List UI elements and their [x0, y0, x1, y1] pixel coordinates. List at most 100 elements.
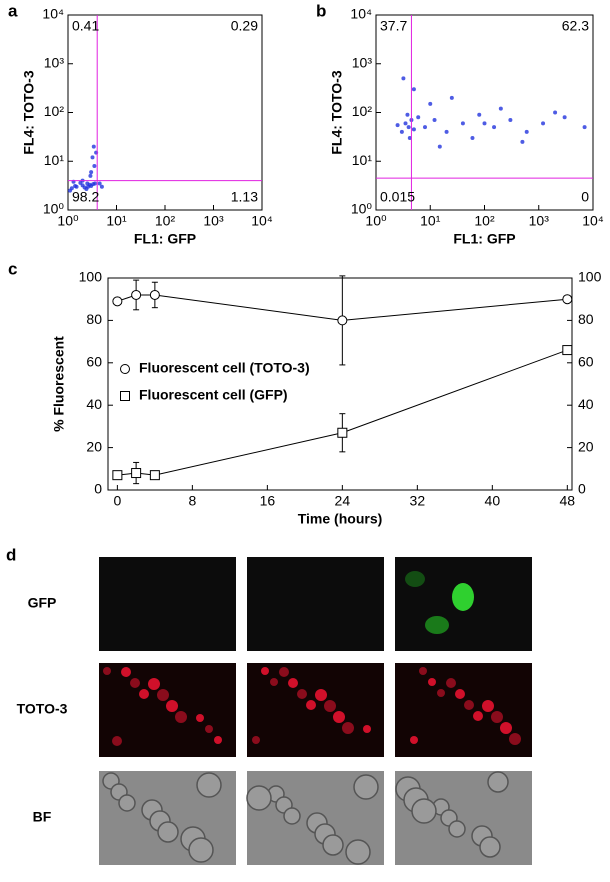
marker-circle: [131, 289, 142, 300]
event-dot: [395, 123, 400, 128]
event-dot: [89, 170, 94, 175]
event-dot: [416, 115, 421, 120]
row-label: TOTO-3: [17, 701, 68, 717]
x-tick-label: 10⁰: [365, 213, 387, 229]
y-axis-label: % Fluorescent: [51, 336, 67, 432]
gfp-cell: [405, 571, 425, 587]
event-dot: [492, 125, 497, 130]
bf-cell: [157, 821, 179, 843]
x-tick-label: 10²: [474, 213, 495, 229]
x-tick-label: 32: [410, 493, 426, 509]
event-dot: [84, 186, 89, 191]
event-dot: [582, 125, 587, 130]
event-dot: [498, 106, 503, 111]
x-tick-label: 40: [485, 493, 501, 509]
toto-cell: [491, 711, 503, 723]
x-tick-label: 8: [188, 493, 196, 509]
event-dot: [432, 118, 437, 123]
event-dot: [407, 135, 412, 140]
toto-cell: [205, 725, 213, 733]
y2-tick-label: 60: [578, 354, 594, 370]
event-dot: [553, 110, 558, 115]
quadrant-percent: 98.2: [72, 189, 99, 205]
event-dot: [403, 121, 408, 126]
x-tick-label: 10²: [155, 213, 176, 229]
x-tick-label: 10¹: [420, 213, 441, 229]
event-dot: [411, 127, 416, 132]
y-tick-label: 20: [86, 438, 102, 454]
x-tick-label: 16: [260, 493, 276, 509]
y-tick-label: 40: [86, 396, 102, 412]
event-dot: [541, 121, 546, 126]
bf-cell: [196, 772, 222, 798]
event-dot: [92, 163, 97, 168]
panel-label: a: [8, 1, 18, 20]
toto-cell: [139, 689, 149, 699]
plot-frame: [107, 277, 573, 491]
bf-cell: [188, 837, 214, 863]
event-dot: [99, 184, 104, 189]
bf-cell: [246, 785, 272, 811]
legend-label: Fluorescent cell (GFP): [139, 387, 288, 403]
event-dot: [477, 112, 482, 117]
y-tick-label: 100: [79, 269, 103, 285]
panel-label: c: [8, 259, 17, 278]
event-dot: [524, 129, 529, 134]
bf-cell: [118, 794, 136, 812]
x-tick-label: 48: [560, 493, 576, 509]
x-tick-label: 10⁰: [57, 213, 79, 229]
toto-cell: [363, 725, 371, 733]
toto-cell: [324, 700, 336, 712]
y-tick-label: 60: [86, 354, 102, 370]
toto-cell: [270, 678, 278, 686]
panel-label: d: [6, 545, 16, 564]
gfp-cell: [425, 616, 449, 634]
toto-cell: [166, 700, 178, 712]
y-tick-label: 10⁰: [351, 201, 373, 217]
bf-cell: [353, 774, 379, 800]
y-tick-label: 10³: [352, 54, 373, 70]
toto-cell: [157, 689, 169, 701]
quadrant-percent: 62.3: [562, 18, 589, 34]
toto-cell: [428, 678, 436, 686]
event-dot: [437, 144, 442, 149]
toto-cell: [315, 689, 327, 701]
y2-tick-label: 0: [578, 481, 586, 497]
quadrant-percent: 0.41: [72, 18, 99, 34]
toto-cell: [214, 736, 222, 744]
event-dot: [97, 181, 102, 186]
event-dot: [444, 129, 449, 134]
toto-cell: [455, 689, 465, 699]
event-dot: [422, 125, 427, 130]
bf-cell: [283, 807, 301, 825]
event-dot: [406, 125, 411, 130]
event-dot: [68, 188, 73, 193]
toto-cell: [437, 689, 445, 697]
toto-cell: [148, 678, 160, 690]
event-dot: [449, 95, 454, 100]
y-tick-label: 10¹: [44, 152, 65, 168]
micrograph: [247, 557, 384, 651]
toto-cell: [306, 700, 316, 710]
y-tick-label: 10⁰: [43, 201, 65, 217]
event-dot: [91, 144, 96, 149]
event-dot: [73, 184, 78, 189]
x-tick-label: 10¹: [106, 213, 127, 229]
marker-circle: [337, 315, 348, 326]
marker-square: [337, 427, 348, 438]
bf-cell: [448, 820, 466, 838]
marker-square: [131, 468, 142, 479]
event-dot: [460, 121, 465, 126]
bf-cell: [479, 836, 501, 858]
event-dot: [428, 101, 433, 106]
quadrant-percent: 0: [581, 189, 589, 205]
x-axis-label: FL1: GFP: [134, 231, 196, 247]
bf-cell: [487, 771, 509, 793]
micrograph: [99, 557, 236, 651]
x-axis-label: FL1: GFP: [453, 231, 515, 247]
x-tick-label: 10⁴: [582, 213, 604, 229]
toto-cell: [446, 678, 456, 688]
toto-cell: [509, 733, 521, 745]
x-tick-label: 10³: [203, 213, 224, 229]
y-axis-label: FL4: TOTO-3: [329, 70, 345, 154]
